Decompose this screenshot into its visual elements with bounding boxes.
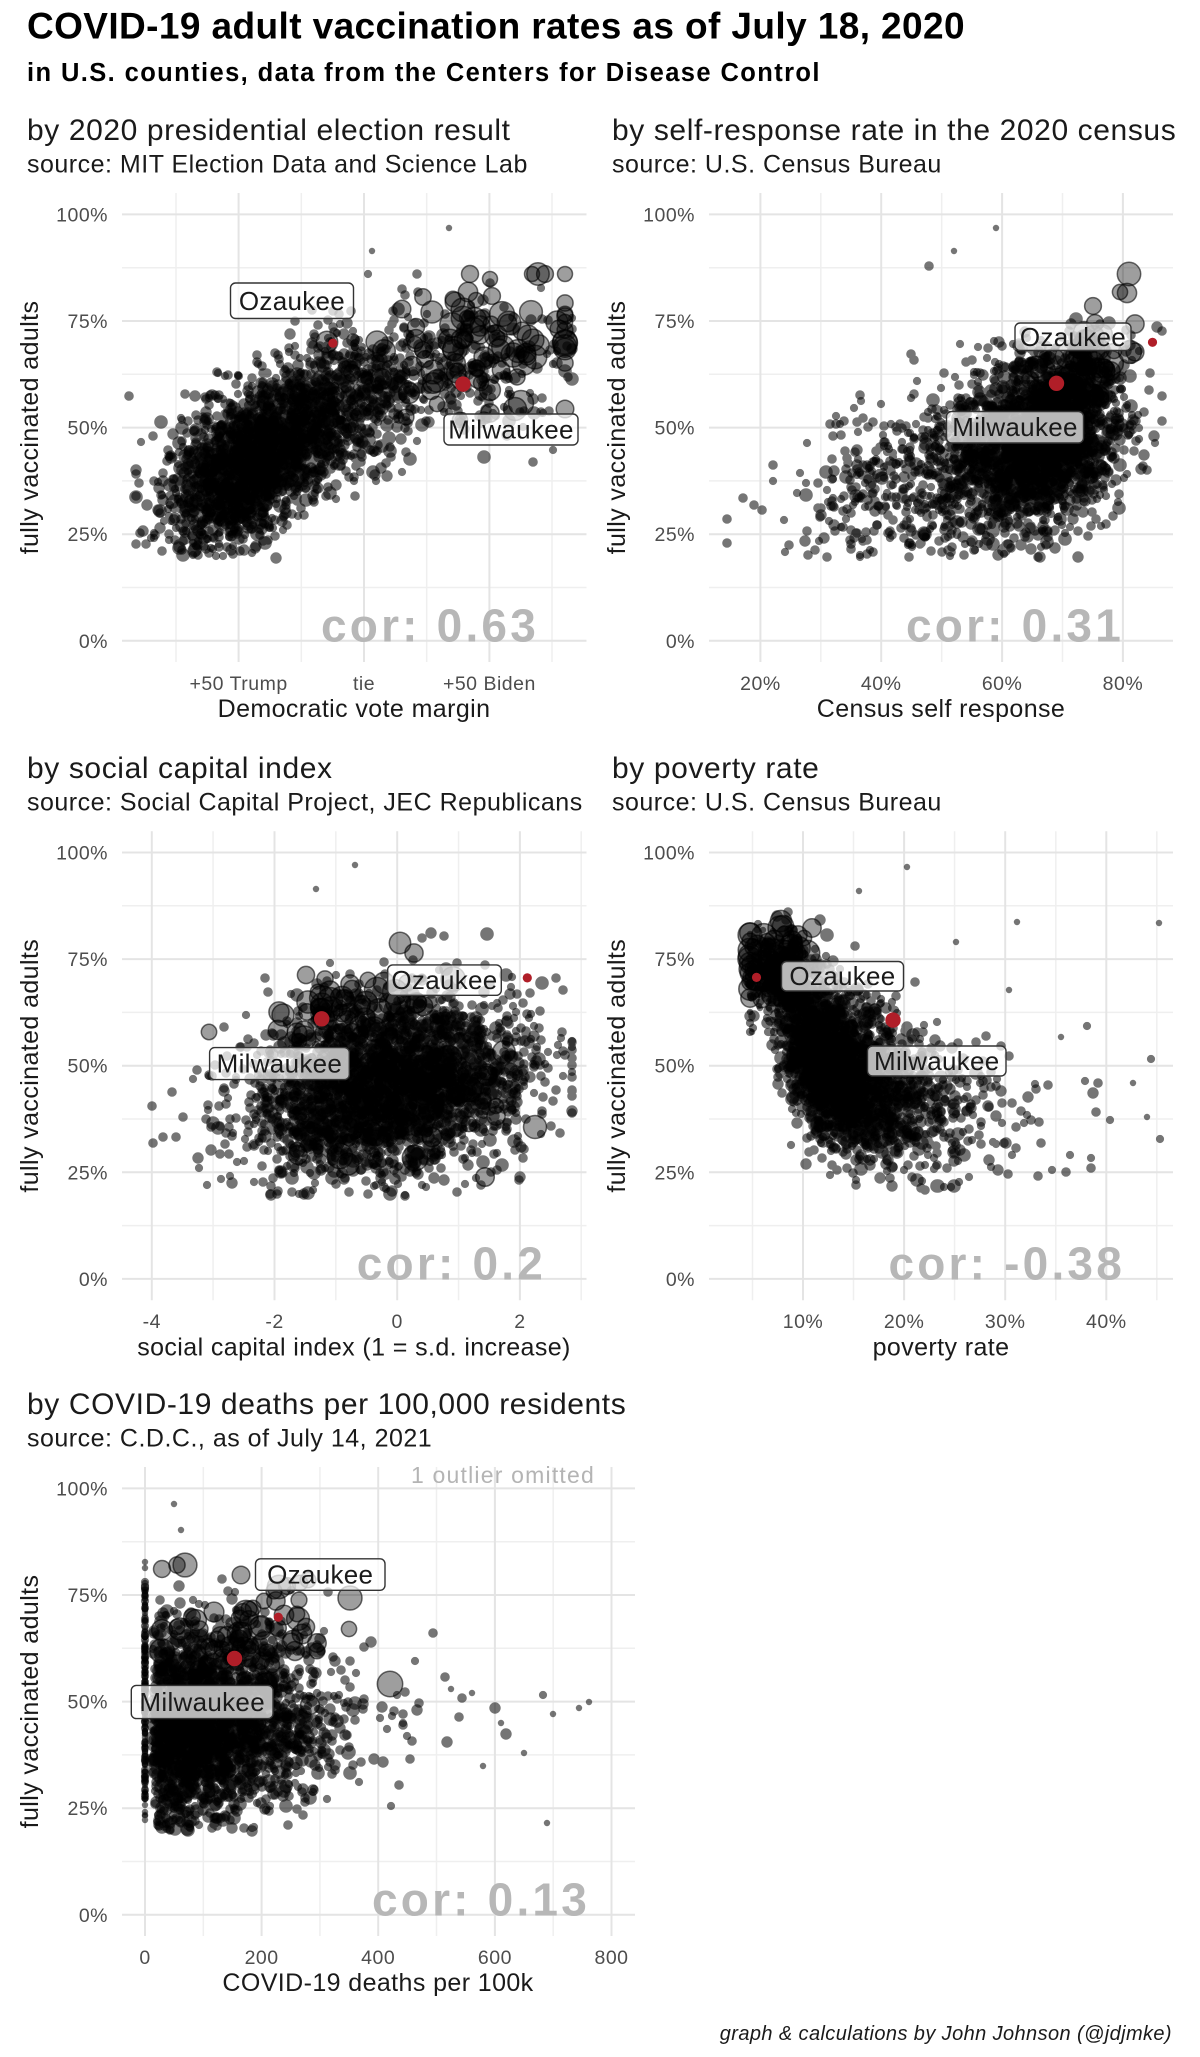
svg-text:social capital index (1 = s.d.: social capital index (1 = s.d. increase) bbox=[137, 1334, 571, 1362]
svg-text:30%: 30% bbox=[985, 1311, 1026, 1333]
svg-text:by social capital index: by social capital index bbox=[27, 752, 333, 785]
svg-text:40%: 40% bbox=[861, 673, 902, 695]
svg-text:Ozaukee: Ozaukee bbox=[1020, 322, 1126, 352]
svg-text:75%: 75% bbox=[67, 311, 108, 333]
svg-text:fully vaccinated adults: fully vaccinated adults bbox=[603, 301, 631, 555]
svg-text:10%: 10% bbox=[783, 1311, 824, 1333]
svg-text:-4: -4 bbox=[143, 1311, 161, 1333]
svg-text:Democratic vote margin: Democratic vote margin bbox=[218, 695, 491, 723]
svg-text:80%: 80% bbox=[1103, 673, 1144, 695]
svg-text:0: 0 bbox=[139, 1947, 150, 1969]
svg-text:800: 800 bbox=[594, 1947, 628, 1969]
svg-text:100%: 100% bbox=[56, 1478, 108, 1500]
svg-text:40%: 40% bbox=[1086, 1311, 1127, 1333]
svg-text:+50 Biden: +50 Biden bbox=[443, 673, 536, 695]
svg-text:cor: 0.31: cor: 0.31 bbox=[906, 599, 1124, 651]
svg-text:100%: 100% bbox=[643, 204, 695, 226]
svg-text:Census self response: Census self response bbox=[817, 695, 1065, 723]
svg-text:fully vaccinated adults: fully vaccinated adults bbox=[16, 1575, 44, 1829]
svg-text:75%: 75% bbox=[67, 949, 108, 971]
svg-text:25%: 25% bbox=[67, 1798, 108, 1820]
svg-text:0%: 0% bbox=[666, 1269, 695, 1291]
svg-text:50%: 50% bbox=[67, 1692, 108, 1714]
svg-text:2: 2 bbox=[514, 1311, 525, 1333]
svg-text:0%: 0% bbox=[79, 1269, 108, 1291]
svg-text:25%: 25% bbox=[654, 524, 695, 546]
svg-text:75%: 75% bbox=[67, 1585, 108, 1607]
svg-text:cor: 0.13: cor: 0.13 bbox=[372, 1873, 590, 1925]
svg-text:fully vaccinated adults: fully vaccinated adults bbox=[16, 939, 44, 1193]
svg-text:100%: 100% bbox=[56, 204, 108, 226]
svg-text:20%: 20% bbox=[740, 673, 781, 695]
svg-text:0%: 0% bbox=[79, 1905, 108, 1927]
svg-text:400: 400 bbox=[361, 1947, 395, 1969]
svg-text:60%: 60% bbox=[982, 673, 1023, 695]
svg-text:cor: -0.38: cor: -0.38 bbox=[888, 1237, 1125, 1289]
svg-text:50%: 50% bbox=[67, 1056, 108, 1078]
svg-text:200: 200 bbox=[245, 1947, 279, 1969]
svg-text:0%: 0% bbox=[79, 631, 108, 653]
svg-text:source: C.D.C., as of July 14,: source: C.D.C., as of July 14, 2021 bbox=[27, 1425, 432, 1453]
svg-text:+50 Trump: +50 Trump bbox=[189, 673, 287, 695]
svg-text:25%: 25% bbox=[654, 1162, 695, 1184]
svg-text:Milwaukee: Milwaukee bbox=[952, 412, 1078, 442]
svg-text:Ozaukee: Ozaukee bbox=[789, 961, 895, 991]
svg-text:by self-response rate in the 2: by self-response rate in the 2020 census bbox=[612, 114, 1176, 147]
svg-text:by poverty rate: by poverty rate bbox=[612, 752, 819, 785]
svg-text:100%: 100% bbox=[643, 843, 695, 865]
svg-text:COVID-19 adult vaccination rat: COVID-19 adult vaccination rates as of J… bbox=[27, 6, 965, 47]
svg-text:50%: 50% bbox=[67, 418, 108, 440]
svg-text:in U.S. counties, data from th: in U.S. counties, data from the Centers … bbox=[27, 59, 821, 87]
svg-text:graph & calculations by John J: graph & calculations by John Johnson (@j… bbox=[720, 2023, 1172, 2045]
svg-text:Milwaukee: Milwaukee bbox=[874, 1046, 1000, 1076]
svg-text:tie: tie bbox=[353, 673, 375, 695]
svg-text:25%: 25% bbox=[67, 524, 108, 546]
svg-text:fully vaccinated adults: fully vaccinated adults bbox=[603, 939, 631, 1193]
svg-text:25%: 25% bbox=[67, 1162, 108, 1184]
svg-text:0: 0 bbox=[392, 1311, 403, 1333]
svg-text:source: U.S. Census Bureau: source: U.S. Census Bureau bbox=[612, 151, 942, 179]
svg-text:Ozaukee: Ozaukee bbox=[391, 965, 497, 995]
svg-text:COVID-19 deaths per 100k: COVID-19 deaths per 100k bbox=[222, 1969, 533, 1997]
svg-text:source: U.S. Census Bureau: source: U.S. Census Bureau bbox=[612, 789, 942, 817]
svg-text:cor: 0.2: cor: 0.2 bbox=[357, 1237, 546, 1289]
svg-text:Milwaukee: Milwaukee bbox=[217, 1049, 343, 1079]
svg-text:-2: -2 bbox=[265, 1311, 283, 1333]
svg-text:75%: 75% bbox=[654, 949, 695, 971]
svg-text:fully vaccinated adults: fully vaccinated adults bbox=[16, 301, 44, 555]
svg-text:1 outlier omitted: 1 outlier omitted bbox=[411, 1462, 595, 1488]
svg-text:100%: 100% bbox=[56, 843, 108, 865]
svg-text:by 2020 presidential election: by 2020 presidential election result bbox=[27, 114, 511, 147]
svg-text:600: 600 bbox=[478, 1947, 512, 1969]
svg-text:cor: 0.63: cor: 0.63 bbox=[321, 599, 539, 651]
svg-text:75%: 75% bbox=[654, 311, 695, 333]
svg-text:by COVID-19 deaths per 100,000: by COVID-19 deaths per 100,000 residents bbox=[27, 1388, 626, 1421]
svg-text:source: Social Capital Project: source: Social Capital Project, JEC Repu… bbox=[27, 789, 583, 817]
svg-text:Milwaukee: Milwaukee bbox=[448, 415, 574, 445]
svg-text:0%: 0% bbox=[666, 631, 695, 653]
svg-text:Milwaukee: Milwaukee bbox=[139, 1687, 265, 1717]
svg-text:20%: 20% bbox=[884, 1311, 925, 1333]
svg-text:Ozaukee: Ozaukee bbox=[239, 286, 345, 316]
svg-text:poverty rate: poverty rate bbox=[873, 1334, 1010, 1362]
svg-text:Ozaukee: Ozaukee bbox=[267, 1560, 373, 1590]
svg-text:50%: 50% bbox=[654, 1056, 695, 1078]
svg-text:50%: 50% bbox=[654, 418, 695, 440]
svg-text:source: MIT Election Data and: source: MIT Election Data and Science La… bbox=[27, 151, 528, 179]
